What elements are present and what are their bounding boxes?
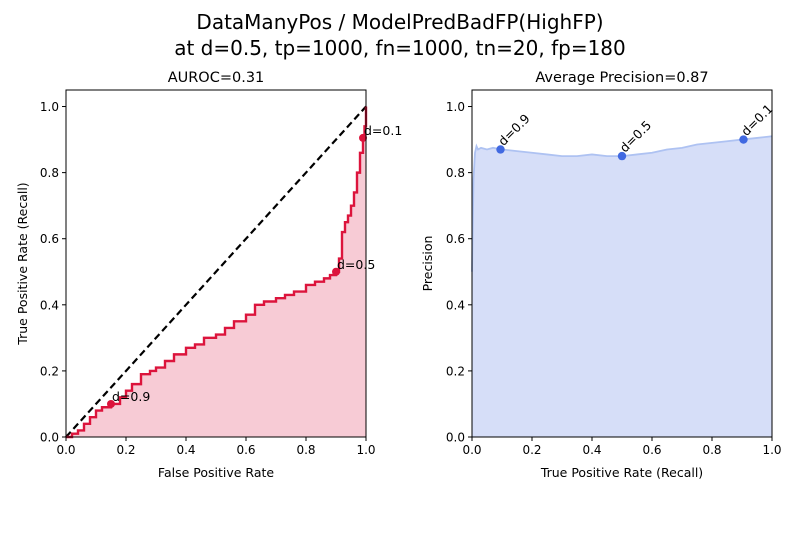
pr-threshold-label: d=0.9 — [495, 111, 533, 149]
roc-threshold-point — [107, 399, 115, 408]
pr-axes-frame — [471, 89, 773, 438]
pr-y-tick-label: 0.4 — [446, 298, 465, 312]
roc-y-tick-label: 0.4 — [40, 298, 59, 312]
roc-x-axis-label: False Positive Rate — [158, 465, 274, 480]
pr-y-axis-label: Precision — [420, 236, 435, 292]
roc-x-tick-label: 0.6 — [236, 443, 255, 457]
roc-x-tick-label: 0.4 — [176, 443, 195, 457]
roc-area-fill — [66, 106, 366, 438]
pr-x-tick-label: 0.8 — [702, 443, 721, 457]
roc-y-tick-label: 0.6 — [40, 232, 59, 246]
chance-diagonal-line — [65, 105, 367, 438]
pr-x-axis-label: True Positive Rate (Recall) — [540, 465, 703, 480]
pr-threshold-label: d=0.1 — [738, 101, 776, 139]
roc-x-tick-label: 0.2 — [116, 443, 135, 457]
figure-title-line2: at d=0.5, tp=1000, fn=1000, tn=20, fp=18… — [174, 36, 626, 60]
pr-y-tick-label: 0.8 — [446, 166, 465, 180]
roc-x-tick-label: 0.0 — [56, 443, 75, 457]
roc-y-ticks: 0.0 0.2 0.4 0.6 0.8 1.0 — [40, 100, 66, 445]
pr-title: Average Precision=0.87 — [535, 70, 708, 86]
pr-x-tick-label: 0.0 — [462, 443, 481, 457]
roc-x-ticks: 0.0 0.2 0.4 0.6 0.8 1.0 — [56, 437, 376, 457]
roc-threshold-point — [359, 133, 367, 142]
roc-y-tick-label: 0.8 — [40, 166, 59, 180]
pr-area-fill — [472, 136, 772, 437]
roc-x-tick-label: 1.0 — [356, 443, 375, 457]
pr-plot-area: d=0.9 d=0.5 d=0.1 — [471, 101, 776, 437]
roc-threshold-label: d=0.9 — [112, 389, 150, 404]
roc-threshold-label: d=0.5 — [337, 257, 375, 272]
pr-threshold-label: d=0.5 — [617, 118, 655, 156]
pr-threshold-point — [739, 135, 748, 144]
roc-y-tick-label: 0.0 — [40, 431, 59, 445]
pr-y-ticks: 0.0 0.2 0.4 0.6 0.8 1.0 — [446, 100, 472, 445]
pr-y-tick-label: 0.0 — [446, 431, 465, 445]
precision-recall-chart: Average Precision=0.87 d=0.9 d=0.5 d=0.1 0… — [420, 70, 782, 480]
roc-axes-frame — [65, 89, 367, 438]
pr-threshold-point — [496, 145, 505, 154]
roc-y-axis-label: True Positive Rate (Recall) — [15, 182, 30, 345]
figure-title-line1: DataManyPos / ModelPredBadFP(HighFP) — [196, 10, 603, 34]
pr-x-tick-label: 0.4 — [582, 443, 601, 457]
pr-y-tick-label: 1.0 — [446, 100, 465, 114]
roc-threshold-label: d=0.1 — [364, 123, 402, 138]
pr-x-tick-label: 0.2 — [522, 443, 541, 457]
pr-x-tick-label: 0.6 — [642, 443, 661, 457]
roc-chart: AUROC=0.31 d=0.9d=0.5d=0.1 0.0 0.2 0.4 0.6 0… — [15, 70, 402, 480]
pr-x-tick-label: 1.0 — [762, 443, 781, 457]
roc-x-tick-label: 0.8 — [296, 443, 315, 457]
pr-y-tick-label: 0.2 — [446, 364, 465, 378]
pr-x-ticks: 0.0 0.2 0.4 0.6 0.8 1.0 — [462, 437, 782, 457]
pr-threshold-point — [617, 151, 627, 161]
pr-curve-line — [471, 135, 773, 272]
roc-title: AUROC=0.31 — [168, 70, 265, 86]
roc-threshold-point — [332, 267, 340, 276]
roc-y-tick-label: 0.2 — [40, 364, 59, 378]
roc-y-tick-label: 1.0 — [40, 100, 59, 114]
roc-plot-area: d=0.9 d=0.5 d=0.1 — [65, 105, 402, 439]
pr-y-tick-label: 0.6 — [446, 232, 465, 246]
